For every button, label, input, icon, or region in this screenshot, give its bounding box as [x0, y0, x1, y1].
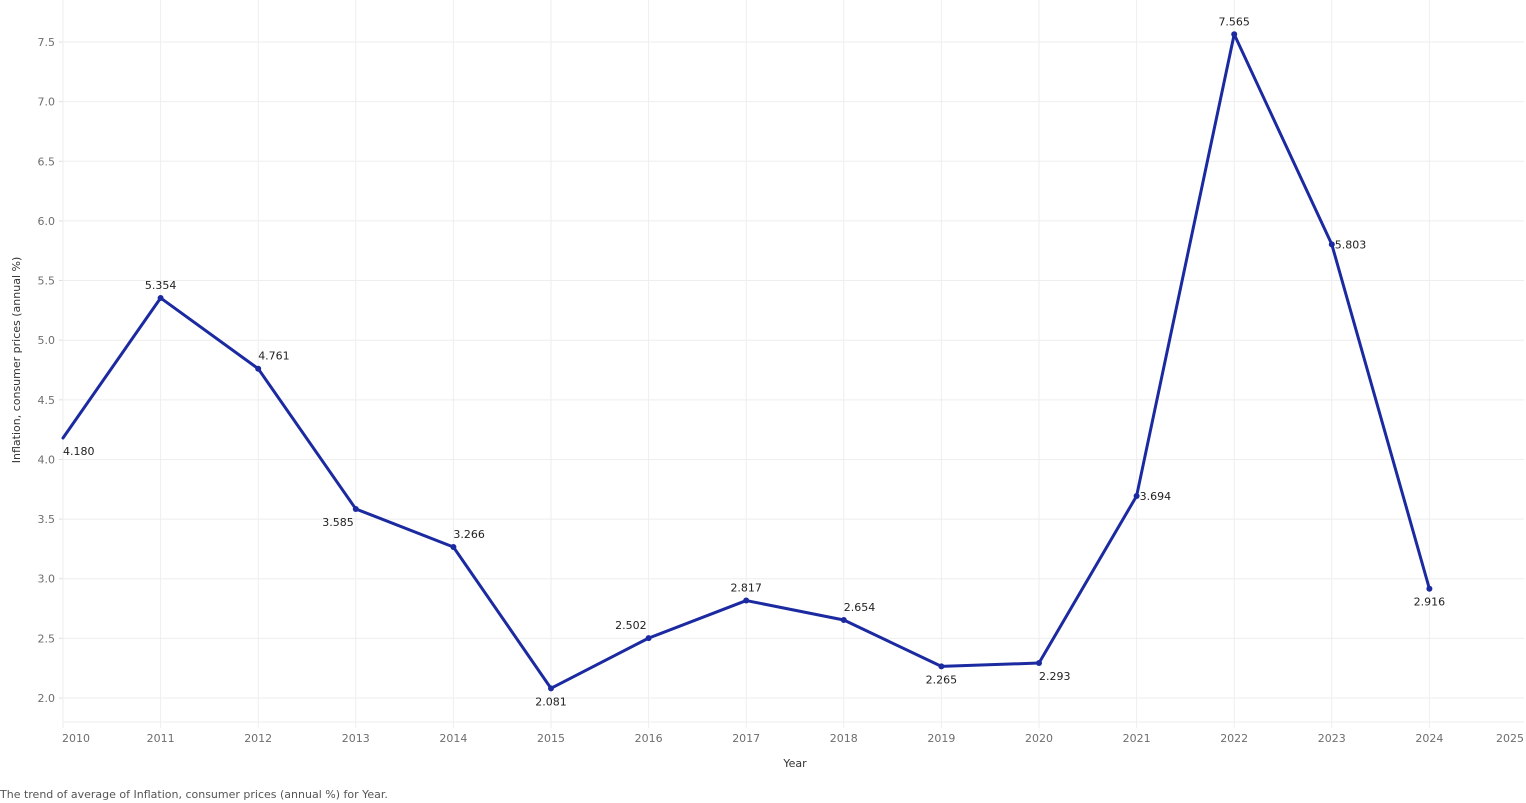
data-label: 5.803 — [1335, 238, 1367, 251]
chart-caption: The trend of average of Inflation, consu… — [0, 788, 388, 801]
data-label: 7.565 — [1218, 15, 1250, 28]
x-tick-label: 2013 — [342, 732, 370, 745]
data-point[interactable] — [938, 663, 945, 670]
data-point[interactable] — [157, 294, 164, 301]
y-tick-label: 4.0 — [38, 453, 56, 466]
grid-lines — [59, 0, 1524, 728]
data-point[interactable] — [352, 505, 359, 512]
x-tick-label: 2012 — [244, 732, 272, 745]
data-label: 4.180 — [63, 445, 95, 458]
y-tick-label: 7.0 — [38, 96, 56, 109]
y-tick-label: 3.0 — [38, 573, 56, 586]
y-tick-label: 2.0 — [38, 692, 56, 705]
y-tick-label: 6.0 — [38, 215, 56, 228]
y-tick-label: 5.5 — [38, 275, 56, 288]
data-points[interactable] — [157, 31, 1433, 692]
y-tick-label: 4.5 — [38, 394, 56, 407]
data-label: 2.916 — [1414, 596, 1446, 609]
data-labels: 4.180 5.354 4.761 3.585 3.266 2.081 2.502 2.817… — [63, 15, 1445, 708]
data-point[interactable] — [1036, 660, 1042, 667]
data-label: 4.761 — [258, 350, 290, 363]
y-axis-title: Inflation, consumer prices (annual %) — [10, 257, 23, 464]
data-label: 5.354 — [145, 279, 177, 292]
x-tick-label: 2021 — [1123, 732, 1151, 745]
data-label: 2.081 — [535, 695, 567, 708]
data-label: 2.502 — [615, 619, 647, 632]
data-label: 2.654 — [844, 601, 876, 614]
y-axis-ticks: 2.0 2.5 3.0 3.5 4.0 4.5 5.0 5.5 6.0 6.5 7.0 7.5 — [38, 36, 56, 705]
data-point[interactable] — [645, 635, 652, 642]
y-tick-label: 7.5 — [38, 36, 56, 49]
x-tick-label: 2016 — [635, 732, 663, 745]
x-tick-label: 2018 — [830, 732, 858, 745]
data-label: 3.585 — [322, 516, 354, 529]
data-label: 2.817 — [730, 582, 762, 595]
x-tick-label: 2024 — [1415, 732, 1443, 745]
data-label: 3.694 — [1140, 490, 1172, 503]
x-axis-title: Year — [782, 757, 807, 770]
y-tick-label: 2.5 — [38, 632, 56, 645]
data-point[interactable] — [1426, 585, 1433, 592]
x-tick-label: 2011 — [147, 732, 175, 745]
x-tick-label: 2023 — [1318, 732, 1346, 745]
data-point[interactable] — [743, 597, 750, 604]
x-tick-label: 2015 — [537, 732, 565, 745]
x-tick-label: 2014 — [439, 732, 467, 745]
x-axis-ticks: 2010 2011 2012 2013 2014 2015 2016 2017 2018 2019… — [62, 732, 1524, 745]
data-point[interactable] — [840, 616, 847, 623]
data-label: 2.293 — [1039, 670, 1071, 683]
data-point[interactable] — [1231, 31, 1238, 38]
x-tick-label: 2019 — [927, 732, 955, 745]
x-tick-label: 2025 — [1496, 732, 1524, 745]
y-tick-label: 5.0 — [38, 334, 56, 347]
x-tick-label: 2010 — [62, 732, 90, 745]
y-tick-label: 6.5 — [38, 155, 56, 168]
data-point[interactable] — [255, 365, 262, 372]
y-tick-label: 3.5 — [38, 513, 56, 526]
data-point[interactable] — [450, 544, 457, 551]
data-point[interactable] — [548, 685, 554, 692]
data-label: 3.266 — [453, 528, 485, 541]
x-tick-label: 2020 — [1025, 732, 1053, 745]
data-point[interactable] — [1328, 241, 1335, 248]
x-tick-label: 2017 — [732, 732, 760, 745]
data-label: 2.265 — [926, 673, 958, 686]
data-point[interactable] — [1133, 492, 1140, 499]
x-tick-label: 2022 — [1220, 732, 1248, 745]
